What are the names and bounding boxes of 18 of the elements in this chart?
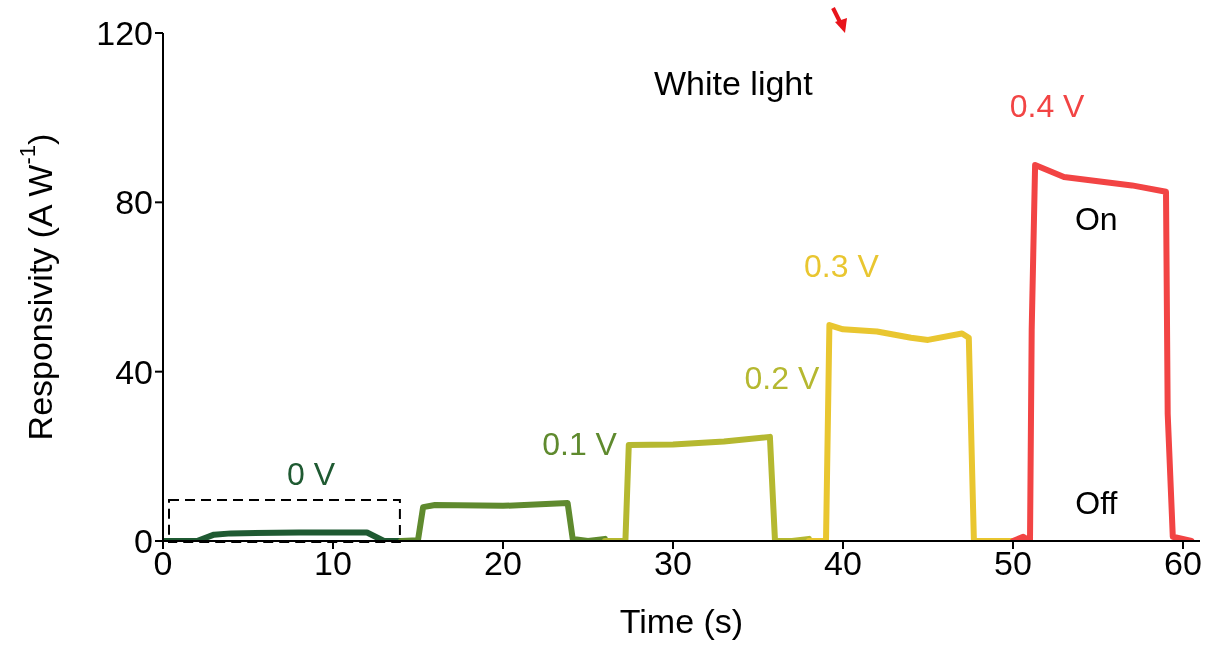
annotation: On	[1073, 200, 1119, 238]
y-tick-label: 120	[96, 14, 153, 53]
x-tick-label: 40	[824, 544, 862, 583]
x-tick-label: 20	[484, 544, 522, 583]
series-label: 0 V	[286, 455, 336, 492]
x-tick-label: 30	[654, 544, 692, 583]
y-tick-label: 40	[115, 352, 153, 391]
annotation: White light	[652, 63, 814, 103]
x-tick-label: 60	[1164, 544, 1202, 583]
x-tick-label: 10	[314, 544, 352, 583]
annotation: Off	[1074, 485, 1119, 523]
series-label: 0.3 V	[804, 248, 880, 285]
y-tick-label: 80	[115, 183, 153, 222]
series-label: 0.4 V	[1009, 88, 1086, 125]
series-label: 0.1 V	[542, 425, 618, 462]
series-label: 0.2 V	[744, 359, 820, 396]
x-axis-title: Time (s)	[619, 602, 744, 640]
x-tick-label: 50	[994, 544, 1032, 583]
